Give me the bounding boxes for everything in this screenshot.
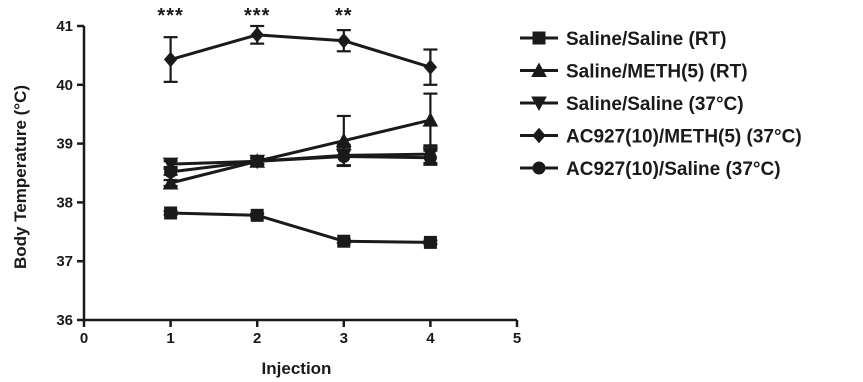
- legend-marker: [532, 161, 546, 175]
- legend-item-4: AC927(10)/METH(5) (37°C): [520, 127, 802, 148]
- series-1: [163, 206, 438, 249]
- legend-marker: [531, 96, 547, 112]
- data-point: [162, 174, 179, 190]
- legend-marker: [532, 127, 546, 144]
- data-point: [250, 27, 264, 43]
- data-point: [163, 51, 178, 68]
- x-tick-label: 4: [426, 330, 435, 347]
- legend: Saline/Saline (RT) Saline/METH(5) (RT) Sal…: [520, 29, 802, 180]
- x-tick-label: 2: [253, 330, 261, 347]
- legend-marker: [531, 62, 547, 77]
- data-point: [250, 208, 264, 222]
- y-axis-label: Body Temperature (°C): [11, 85, 30, 269]
- legend-item-5: AC927(10)/Saline (37°C): [520, 159, 781, 180]
- series-5: [163, 146, 438, 179]
- data-point: [423, 59, 438, 75]
- data-point: [337, 150, 351, 164]
- data-point: [337, 234, 351, 248]
- series-layer: [162, 24, 439, 249]
- x-tick-label: 0: [80, 330, 88, 347]
- series-line: [170, 211, 431, 244]
- data-point: [250, 154, 264, 168]
- y-tick-label: 37: [56, 253, 73, 270]
- x-tick-label: 3: [340, 330, 348, 347]
- data-point: [164, 206, 178, 220]
- x-tick-label: 5: [513, 330, 521, 347]
- data-point: [422, 112, 439, 127]
- y-tick-label: 36: [56, 312, 73, 329]
- data-point: [164, 165, 178, 179]
- legend-item-1: Saline/Saline (RT): [520, 29, 726, 50]
- x-axis-label: Injection: [262, 359, 332, 378]
- y-tick-label: 40: [56, 77, 73, 94]
- legend-item-2: Saline/METH(5) (RT): [520, 62, 748, 83]
- series-line: [170, 118, 431, 185]
- significance-label: **: [335, 5, 353, 27]
- data-point: [337, 32, 351, 49]
- series-line: [170, 33, 431, 69]
- data-point: [162, 157, 179, 173]
- y-tick-label: 38: [56, 194, 73, 211]
- legend-label: Saline/METH(5) (RT): [566, 62, 748, 83]
- legend-label: Saline/Saline (37°C): [566, 94, 744, 115]
- y-tick-label: 39: [56, 136, 73, 153]
- legend-label: Saline/Saline (RT): [566, 29, 726, 50]
- data-point: [423, 235, 437, 249]
- axes: 0 1 2 3 4 5 36 37 38 39 40 41 Injection Body Temperat…: [11, 18, 521, 378]
- significance-label: ***: [244, 5, 270, 27]
- legend-label: AC927(10)/METH(5) (37°C): [566, 127, 802, 148]
- legend-marker: [532, 31, 546, 45]
- legend-label: AC927(10)/Saline (37°C): [566, 159, 781, 180]
- series-4: [163, 24, 438, 86]
- data-point: [423, 151, 437, 165]
- x-tick-label: 1: [166, 330, 174, 347]
- significance-label: ***: [157, 5, 183, 27]
- annotation-layer: *** *** **: [157, 5, 353, 27]
- series-2: [162, 92, 439, 190]
- series-line: [170, 155, 431, 174]
- legend-item-3: Saline/Saline (37°C): [520, 94, 744, 115]
- y-tick-label: 41: [56, 18, 73, 35]
